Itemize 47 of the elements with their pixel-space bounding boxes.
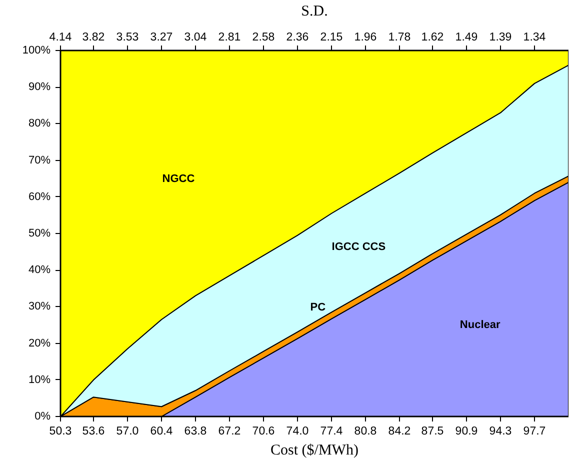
x-tick-label: 74.0 [286,426,309,438]
text: 1.62 [421,32,444,44]
x-tick-label: 80.8 [354,426,377,438]
text: 3.04 [184,32,208,44]
x-tick-label: 50.3 [49,426,72,438]
text: 1.96 [354,32,377,44]
x-tick-label: 97.7 [523,426,546,438]
text: 1.34 [523,32,546,44]
y-tick-label: 90% [28,81,51,94]
text: 2.58 [252,32,275,44]
y-tick-label: 60% [28,190,51,203]
y-tick-label: 50% [28,228,51,240]
x-tick-label: 57.0 [116,426,139,438]
series-label: PC [310,301,326,314]
x-axis-title: Cost ($/MWh) [270,442,358,458]
text: 1.78 [388,32,411,44]
text: 3.27 [150,32,173,44]
x-tick-label: 70.6 [252,426,275,438]
x-tick-label: 94.3 [489,426,512,438]
x-tick-label: 63.8 [184,426,207,438]
y-tick-label: 80% [28,118,51,130]
y-tick-label: 70% [28,154,51,166]
text: 1.49 [455,32,478,44]
y-tick-label: 20% [28,337,51,350]
y-tick-label: 30% [28,300,51,313]
text: 2.15 [320,32,343,44]
text: 1.39 [489,32,512,44]
x-tick-label: 67.2 [218,426,241,438]
y-tick-label: 40% [28,264,51,276]
series-label: Nuclear [460,318,501,331]
y-tick-label: 100% [22,44,51,56]
x2-axis-title: S.D. [301,4,328,20]
text: 2.81 [218,32,241,44]
x-tick-label: 77.4 [320,426,344,438]
y-tick-label: 0% [34,410,51,422]
x-tick-label: 84.2 [388,426,411,438]
series-label: NGCC [162,173,195,186]
x-tick-label: 90.9 [455,426,478,438]
text: 4.14 [49,32,72,44]
text: 3.82 [82,32,105,44]
x-tick-label: 87.5 [421,426,444,438]
text: 2.36 [286,32,309,44]
y-tick-label: 10% [28,374,51,386]
series-label: IGCC CCS [332,240,386,253]
x-tick-label: 53.6 [82,426,105,438]
text: 3.53 [116,32,139,44]
x-tick-label: 60.4 [150,426,174,438]
